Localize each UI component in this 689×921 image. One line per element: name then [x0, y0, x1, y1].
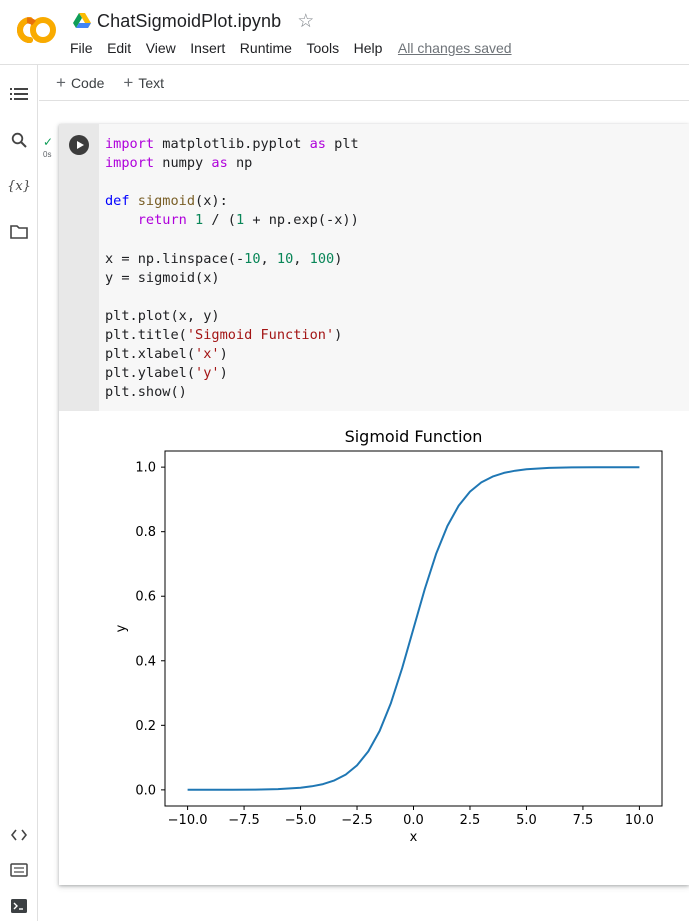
x-tick-label: 10.0 — [625, 813, 654, 828]
command-palette-icon[interactable] — [9, 860, 29, 880]
y-tick-label: 1.0 — [135, 461, 156, 476]
code-line[interactable]: plt.title('Sigmoid Function') — [105, 326, 343, 343]
menu-runtime[interactable]: Runtime — [239, 40, 292, 56]
menu-tools[interactable]: Tools — [306, 40, 340, 56]
code-line[interactable]: import numpy as np — [105, 155, 253, 172]
x-tick-label: −2.5 — [341, 813, 373, 828]
header-divider — [0, 64, 689, 65]
star-icon[interactable]: ☆ — [297, 10, 315, 32]
folder-icon[interactable] — [9, 222, 29, 242]
x-axis-label: x — [410, 830, 418, 845]
code-line[interactable]: plt.ylabel('y') — [105, 365, 228, 382]
y-tick-label: 0.0 — [135, 783, 156, 798]
code-line[interactable]: import matplotlib.pyplot as plt — [105, 136, 359, 152]
add-code-label: Code — [70, 74, 105, 91]
toc-icon[interactable] — [9, 84, 29, 104]
save-status-link[interactable]: All changes saved — [397, 40, 512, 56]
variables-icon[interactable]: {x} — [7, 178, 31, 194]
x-tick-label: 2.5 — [460, 813, 481, 828]
google-drive-icon[interactable] — [73, 13, 91, 29]
code-line[interactable]: plt.xlabel('x') — [105, 346, 228, 363]
code-line[interactable]: ​ — [105, 173, 359, 192]
cell-gutter — [59, 124, 99, 411]
x-tick-label: 5.0 — [516, 813, 537, 828]
code-line[interactable]: plt.show() — [105, 384, 187, 401]
chart-title: Sigmoid Function — [345, 427, 483, 446]
plus-icon: + — [123, 72, 134, 92]
menu-file[interactable]: File — [70, 40, 93, 56]
y-tick-label: 0.8 — [135, 525, 156, 540]
code-text[interactable]: import matplotlib.pyplot as plt import nu… — [105, 135, 359, 402]
menu-edit[interactable]: Edit — [107, 40, 132, 56]
code-line[interactable]: ​ — [105, 230, 359, 249]
plus-icon: + — [56, 72, 66, 92]
y-axis-label: y — [114, 624, 129, 632]
run-cell-button[interactable] — [69, 135, 89, 155]
left-sidebar: {x} — [0, 65, 38, 921]
terminal-icon[interactable] — [9, 896, 29, 916]
code-line[interactable]: def sigmoid(x): — [105, 193, 228, 210]
cell-output: −10.0 −7.5 −5.0 −2.5 0.0 2.5 5.0 7.5 10.0 0.0 0.2 0… — [59, 411, 689, 885]
add-text-button[interactable]: + Text — [123, 73, 164, 93]
notebook-title[interactable]: ChatSigmoidPlot.ipynb — [97, 10, 282, 31]
add-text-label: Text — [138, 74, 165, 91]
code-line[interactable]: y = sigmoid(x) — [105, 269, 220, 286]
y-tick-label: 0.2 — [135, 719, 156, 734]
execution-time: 0s — [43, 150, 52, 159]
play-icon — [76, 141, 84, 149]
code-line[interactable]: return 1 / (1 + np.exp(-x)) — [137, 212, 359, 229]
x-tick-label: 7.5 — [573, 813, 594, 828]
search-icon[interactable] — [9, 130, 29, 150]
menu-help[interactable]: Help — [353, 40, 383, 56]
colab-logo — [17, 17, 56, 43]
menu-view[interactable]: View — [145, 40, 176, 56]
sigmoid-plot: −10.0 −7.5 −5.0 −2.5 0.0 2.5 5.0 7.5 10.0 0.0 0.2 0… — [114, 427, 663, 845]
code-cell[interactable]: import matplotlib.pyplot as plt import nu… — [59, 124, 689, 885]
add-code-button[interactable]: + Code — [56, 73, 104, 93]
code-line[interactable]: ​ — [105, 288, 359, 307]
code-line[interactable]: plt.plot(x, y) — [105, 307, 220, 324]
code-editor[interactable]: import matplotlib.pyplot as plt import nu… — [99, 124, 689, 411]
menu-bar: File Edit View Insert Runtime Tools Help… — [70, 39, 512, 57]
x-tick-label: −10.0 — [168, 813, 208, 828]
y-tick-label: 0.4 — [135, 654, 156, 669]
x-tick-label: 0.0 — [403, 813, 424, 828]
execution-check-icon: ✓ — [43, 135, 54, 149]
y-tick-label: 0.6 — [135, 590, 156, 605]
code-line[interactable]: x = np.linspace(-10, 10, 100) — [105, 250, 343, 267]
x-tick-label: −5.0 — [285, 813, 317, 828]
code-snippets-icon[interactable] — [9, 825, 29, 845]
series-line — [187, 466, 640, 791]
x-tick-label: −7.5 — [228, 813, 260, 828]
title-row: ChatSigmoidPlot.ipynb ☆ — [73, 9, 314, 33]
menu-insert[interactable]: Insert — [190, 40, 226, 56]
notebook-toolbar: + Code + Text — [39, 65, 689, 101]
